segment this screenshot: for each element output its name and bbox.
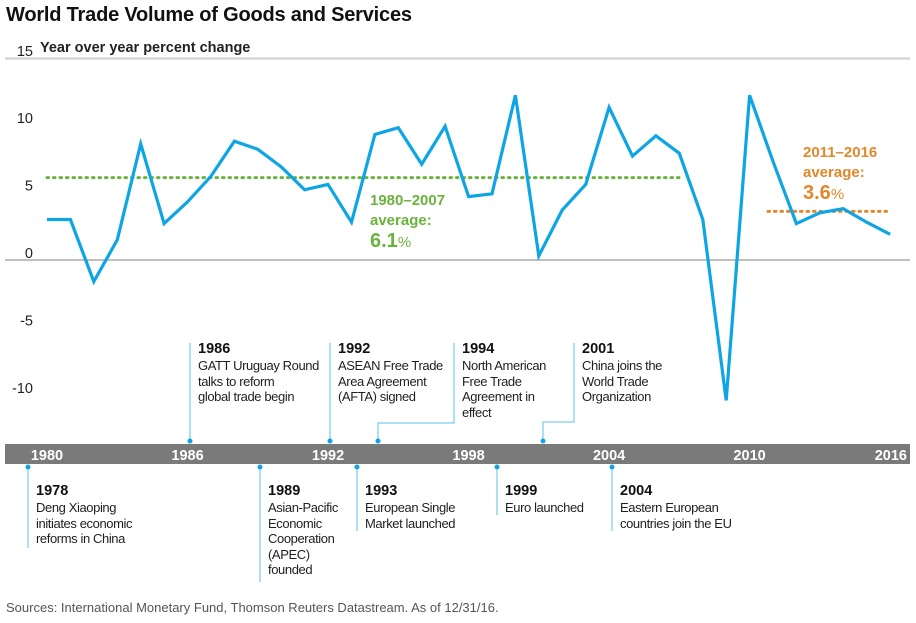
event-description-line: GATT Uruguay Round [198,358,319,373]
event-1986: 1986 GATT Uruguay Round talks to reform glo… [198,341,319,405]
event-marker-1999 [494,464,500,470]
average-word: average: [370,212,432,229]
average-label-2011-2016: 2011–2016 average: 3.6% [803,143,877,205]
percent-sign: % [830,186,845,203]
average-range: 1980–2007 [370,192,446,209]
event-year: 1978 [36,483,69,499]
event-1999: 1999 Euro launched [505,483,584,516]
event-description-line: Market launched [365,515,456,531]
y-tick-label: 5 [25,179,33,195]
average-range: 2011–2016 [803,144,878,161]
average-value: 6.1 [370,230,398,252]
y-tick-label: 0 [25,246,33,262]
event-1978: 1978 Deng Xiaoping initiates economic refor… [36,483,133,547]
event-marker-1986 [187,438,193,444]
event-1989: 1989 Asian-Pacific Economic Cooperation (APE… [268,483,338,578]
event-description-line: initiates economic [36,515,133,531]
event-description-line: World Trade [582,373,649,389]
y-tick-label: -5 [20,314,33,330]
event-description-line: Asian-Pacific [268,500,338,515]
average-word: average: [803,164,865,181]
chart-title: World Trade Volume of Goods and Services [6,4,412,26]
event-year: 1999 [505,483,538,499]
average-value: 3.6 [803,182,831,204]
percent-sign: % [397,234,412,251]
event-marker-2001 [540,438,546,444]
event-description-line: effect [462,404,492,420]
event-marker-1989 [257,464,263,470]
event-description-line: North American [462,358,546,373]
event-description-line: (APEC) [268,546,310,562]
event-marker-1992 [327,438,333,444]
trade-volume-line [47,94,891,401]
event-year: 1994 [462,341,495,357]
event-description-line: Free Trade [462,373,522,389]
y-tick-label: 10 [17,111,33,127]
x-tick-label: 1998 [452,448,484,464]
event-connector-1994 [377,343,455,441]
y-axis-label: Year over year percent change [40,40,251,56]
x-tick-label: 2016 [875,448,907,464]
event-1992: 1992 ASEAN Free Trade Area Agreement (AFTA)… [338,341,443,405]
event-description-line: China joins the [582,358,662,373]
event-description-line: Area Agreement [338,373,427,389]
average-label-1980-2007: 1980–2007 average: 6.1% [370,191,445,253]
event-description-line: Organization [582,389,651,404]
event-description-line: Euro launched [505,500,584,515]
event-marker-2004 [609,464,615,470]
event-connector-2001 [542,343,575,441]
event-2004: 2004 Eastern European countries join the E… [620,483,732,531]
event-year: 1993 [365,483,398,499]
event-description-line: European Single [365,500,456,515]
y-tick-label: 15 [17,44,33,60]
source-note: Sources: International Monetary Fund, Th… [6,600,499,615]
x-tick-label: 1980 [31,448,63,464]
x-tick-label: 1992 [312,448,344,464]
x-tick-label: 2004 [593,448,625,464]
event-year: 2001 [582,341,615,357]
event-year: 2004 [620,483,653,499]
event-description-line: global trade begin [198,389,295,404]
event-marker-1994 [375,438,381,444]
event-description-line: reforms in China [36,531,125,546]
x-tick-label: 1986 [171,448,203,464]
event-description-line: countries join the EU [620,515,732,531]
event-description-line: Agreement in [462,389,535,404]
event-description-line: talks to reform [198,373,275,389]
event-year: 1992 [338,341,371,357]
x-tick-label: 2010 [733,448,765,464]
event-year: 1989 [268,483,301,499]
event-marker-1978 [25,464,31,470]
event-description-line: ASEAN Free Trade [338,358,443,373]
timeline-bar [5,444,910,464]
event-1994: 1994 North American Free Trade Agreement in… [462,341,546,420]
event-description-line: Eastern European [620,500,719,515]
event-marker-1993 [354,464,360,470]
event-2001: 2001 China joins the World Trade Organizati… [582,341,662,405]
event-description-line: Economic [268,515,322,531]
event-description-line: Deng Xiaoping [36,500,117,515]
event-year: 1986 [198,341,231,357]
event-1993: 1993 European Single Market launched [365,483,456,531]
event-description-line: Cooperation [268,531,335,546]
y-tick-label: -10 [12,381,33,397]
event-description-line: founded [268,562,313,577]
event-description-line: (AFTA) signed [338,389,416,404]
